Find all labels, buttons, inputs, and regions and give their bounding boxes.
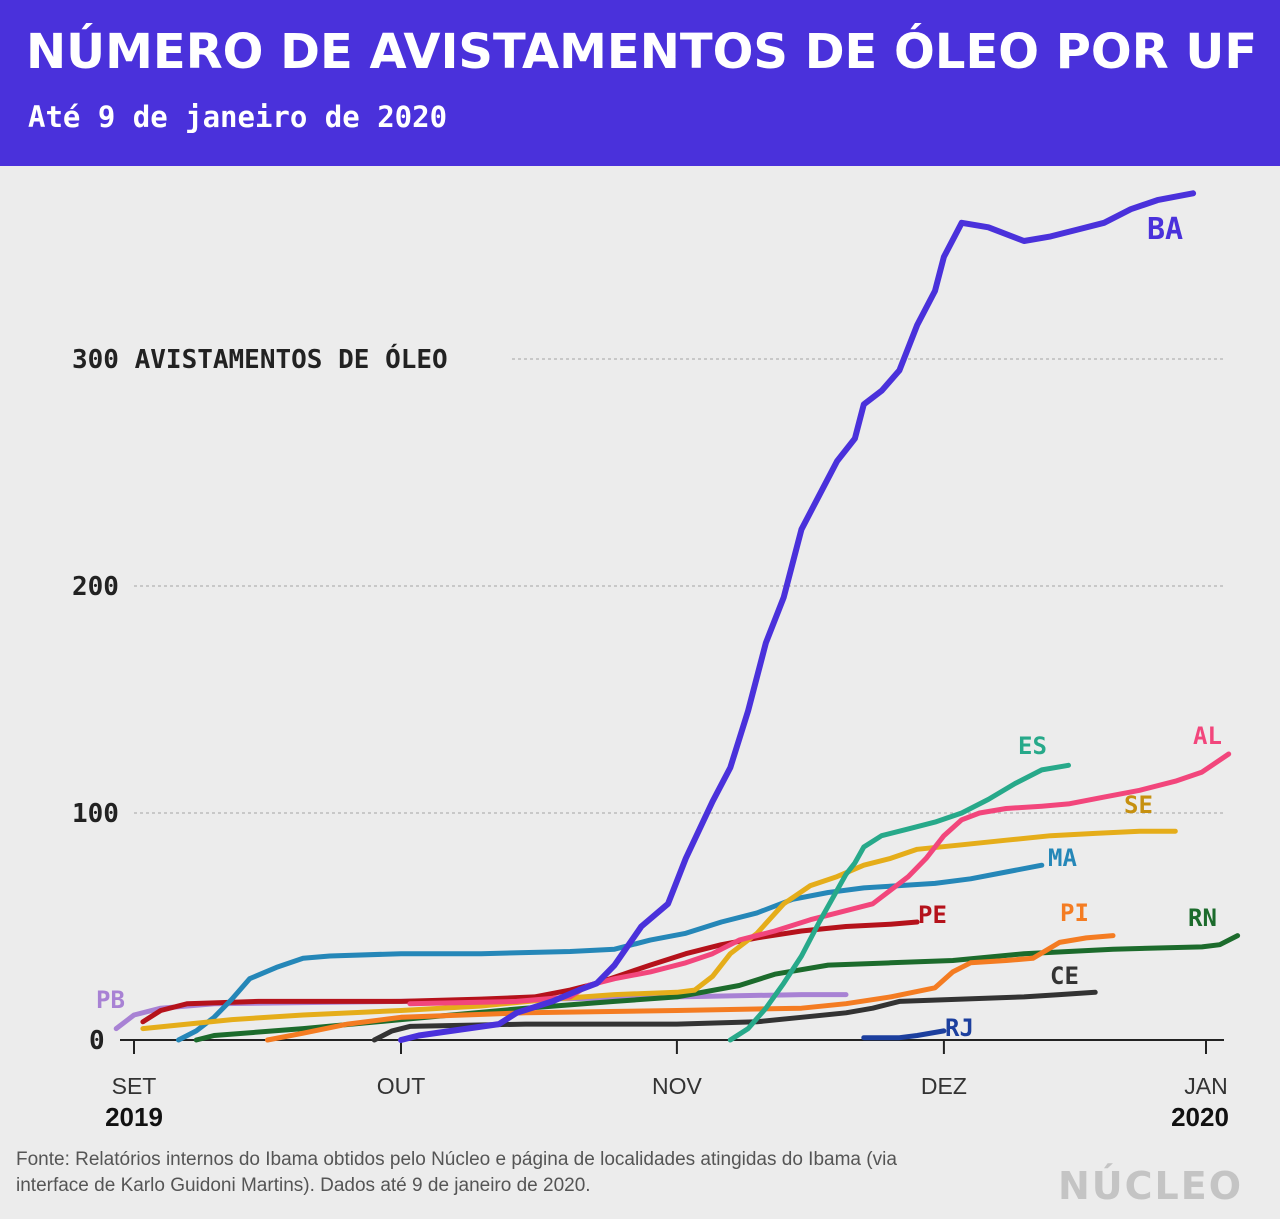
x-tick-label-dez: DEZ — [921, 1073, 967, 1099]
chart-title: NÚMERO DE AVISTAMENTOS DE ÓLEO POR UF — [26, 24, 1258, 80]
series-label-pb: PB — [96, 986, 125, 1014]
y-tick-label-300: 300 AVISTAMENTOS DE ÓLEO — [72, 343, 448, 375]
series-label-se: SE — [1124, 791, 1153, 819]
nucleo-logo: NÚCLEO — [1058, 1164, 1244, 1208]
series-line-ce — [371, 989, 1098, 1043]
chart-subtitle: Até 9 de janeiro de 2020 — [28, 100, 448, 134]
y-tick-label-0: 0 — [89, 1026, 105, 1056]
x-year-label-2019: 2019 — [105, 1102, 163, 1132]
y-tick-label-100: 100 — [72, 799, 119, 829]
series-line-pi — [265, 933, 1116, 1043]
grid-layer: 0 100 200 300 AVISTAMENTOS DE ÓLEO — [72, 343, 1224, 1056]
series-layer — [113, 190, 1241, 1043]
series-label-ba: BA — [1147, 212, 1183, 247]
x-tick-label-set: SET — [112, 1073, 157, 1099]
x-tick-label-nov: NOV — [652, 1073, 703, 1099]
x-tick-label-out: OUT — [377, 1073, 426, 1099]
series-label-rn: RN — [1188, 904, 1217, 932]
series-line-se — [140, 828, 1178, 1032]
axis-layer: SET 2019 OUT NOV DEZ JAN 2020 — [105, 1039, 1229, 1132]
series-label-ma: MA — [1048, 844, 1077, 872]
series-label-ce: CE — [1050, 962, 1079, 990]
series-label-pe: PE — [918, 901, 947, 929]
x-year-label-2020: 2020 — [1171, 1102, 1229, 1132]
series-label-es: ES — [1018, 732, 1047, 760]
series-label-rj: RJ — [945, 1014, 974, 1042]
label-layer: BA ES AL SE MA PE PI RN CE PB RJ — [96, 212, 1222, 1042]
series-line-al — [407, 751, 1232, 1007]
series-label-pi: PI — [1060, 899, 1089, 927]
header-banner: NÚMERO DE AVISTAMENTOS DE ÓLEO POR UF At… — [0, 0, 1280, 166]
y-tick-label-200: 200 — [72, 572, 119, 602]
series-line-es — [727, 762, 1071, 1043]
x-tick-label-jan: JAN — [1184, 1073, 1227, 1099]
series-line-rj — [861, 1028, 947, 1041]
source-note: Fonte: Relatórios internos do Ibama obti… — [16, 1149, 897, 1196]
series-line-ma — [176, 862, 1045, 1043]
line-chart: 0 100 200 300 AVISTAMENTOS DE ÓLEO SET 2019 O… — [72, 190, 1241, 1132]
series-label-al: AL — [1193, 722, 1222, 750]
series-line-ba — [398, 190, 1197, 1043]
